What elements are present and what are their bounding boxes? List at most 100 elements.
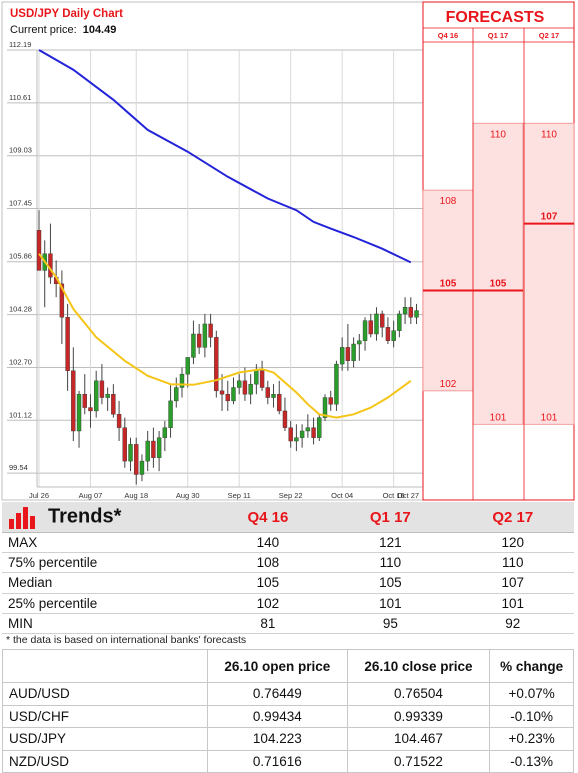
x-tick-label: Oct 16 [383,491,405,500]
trends-title: Trends* [2,502,207,533]
trends-cell: 110 [451,552,574,574]
chart-title: USD/JPY Daily Chart [10,8,123,20]
candle-body [71,370,76,432]
candle-body [357,340,362,345]
trends-cell: 107 [451,572,574,594]
candle-body [305,427,311,432]
close-price: 0.71522 [346,749,491,773]
trends-row-25-percentile: 25% percentile 102 101 101 [2,593,574,614]
forecast-high-label: 110 [541,129,557,140]
candle-body [254,370,259,385]
prices-col-close: 26.10 close price [346,649,491,683]
candle-body [277,394,282,412]
trends-cell: 121 [329,532,452,554]
candle-body [139,460,145,475]
candle-body [385,327,391,341]
candle-body [105,394,110,398]
candle-body [345,347,351,361]
candle-body [76,394,82,432]
trends-cell: 81 [206,613,330,634]
bar-chart-icon [9,507,35,529]
candle-body [231,387,236,402]
open-price: 104.223 [207,727,348,751]
trends-col-q2-17: Q2 17 [451,502,574,533]
ma-short-line [38,253,412,419]
y-tick-label: 105.86 [9,252,32,261]
forecast-range-band [523,122,575,425]
trends-cell: 101 [451,593,574,614]
currency-pair: NZD/USD [2,749,208,773]
trends-row-label: MIN [2,613,207,634]
trends-cell: 140 [206,532,330,554]
x-tick-label: Aug 07 [79,491,103,500]
prices-row-nzd-usd: NZD/USD 0.71616 0.71522 -0.13% [2,749,574,773]
x-tick-label: Oct 27 [397,491,419,500]
trends-cell: 105 [329,572,452,594]
candle-body [334,363,339,405]
candle-body [288,427,293,442]
candle-body [174,387,179,402]
y-tick-label: 101.12 [9,410,32,419]
trends-table: Trends* Q4 16 Q1 17 Q2 17 MAX 140 121 12… [2,502,574,634]
candle-body [59,283,65,318]
candle-body [408,307,413,318]
trends-cell: 92 [451,613,574,634]
candle-body [116,414,122,428]
candle-body [380,313,385,328]
candle-body [259,370,265,388]
y-tick-label: 99.54 [9,463,28,472]
y-tick-label: 112.19 [9,40,31,49]
trends-row-label: 25% percentile [2,593,207,614]
candle-body [328,397,333,405]
candle-body [225,394,230,402]
candle-body [368,320,373,335]
open-price: 0.71616 [207,749,348,773]
x-tick-label: Jul 26 [29,491,49,500]
candle-body [271,394,276,398]
forecast-low-label: 102 [440,379,457,390]
candle-body [214,337,219,392]
trends-row-label: MAX [2,532,207,554]
percent-change: +0.07% [489,682,574,706]
candle-body [99,380,105,398]
open-price: 0.99434 [207,704,348,728]
current-price-label: Current price: [10,24,77,36]
forecast-quarter-label: Q1 17 [488,31,508,40]
candle-body [162,427,168,438]
candle-body [414,310,419,318]
candle-body [88,407,93,412]
candle-body [317,417,322,438]
trends-cell: 102 [206,593,330,614]
currency-pair: USD/JPY [2,727,208,751]
currency-pair: AUD/USD [2,682,208,706]
trends-row-min: MIN 81 95 92 [2,613,574,634]
trends-row-max: MAX 140 121 120 [2,532,574,554]
candle-body [294,437,299,442]
candle-body [374,313,379,335]
candle-body [48,253,53,278]
trends-cell: 120 [451,532,574,554]
forecast-low-label: 101 [541,412,558,423]
usd-jpy-chart: USD/JPY Daily Chart Current price: 104.4… [1,1,575,501]
x-tick-label: Oct 04 [331,491,353,500]
candle-body [156,437,162,458]
trends-row-median: Median 105 105 107 [2,572,574,594]
candle-body [311,427,316,438]
candle-body [111,394,116,415]
candle-body [362,320,368,341]
prices-col-change: % change [489,649,574,683]
trends-row-75-percentile: 75% percentile 108 110 110 [2,552,574,574]
candle-body [391,330,396,341]
candle-body [82,394,87,408]
y-tick-label: 110.61 [9,93,31,102]
close-price: 0.76504 [346,682,491,706]
open-price: 0.76449 [207,682,348,706]
trends-header-row: Trends* Q4 16 Q1 17 Q2 17 [2,502,574,533]
trends-col-q4-16: Q4 16 [206,502,330,533]
candle-body [196,333,202,348]
candle-body [36,230,42,271]
candle-body [282,410,288,428]
candle-body [242,380,248,395]
trends-row-label: Median [2,572,207,594]
candle-body [236,380,242,388]
